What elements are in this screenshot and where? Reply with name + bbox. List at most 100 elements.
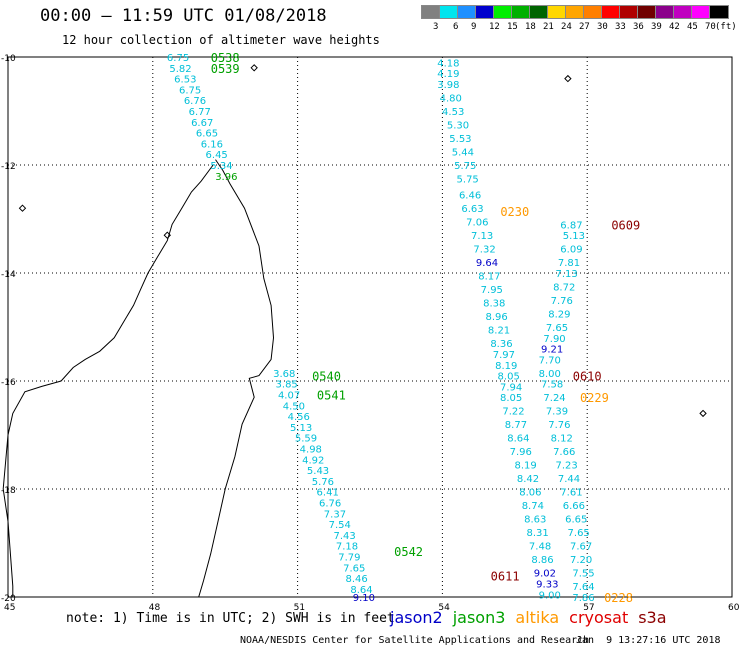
pass-time-label: 0609 [611, 218, 640, 232]
map-frame [7, 56, 733, 598]
wave-height-value: 9.02 [534, 569, 556, 580]
wave-height-value: 7.13 [555, 269, 577, 280]
scale-swatch [709, 5, 729, 19]
madagascar-west-coast [2, 164, 214, 597]
wave-height-value: 6.09 [560, 245, 582, 256]
wave-height-value: 5.53 [449, 134, 471, 145]
scale-label: 30 [597, 22, 608, 32]
wave-height-value: 8.64 [350, 585, 372, 596]
wave-height-value: 5.34 [210, 161, 232, 172]
wave-height-value: 8.19 [495, 361, 517, 372]
wave-height-value: 7.86 [572, 593, 594, 604]
wave-height-value: 5.13 [563, 231, 585, 242]
scale-label: 21 [543, 22, 554, 32]
wave-height-value: 4.50 [283, 401, 305, 412]
wave-height-value: 4.98 [300, 445, 322, 456]
scale-unit-label: (ft) [715, 22, 737, 32]
wave-height-value: 7.61 [560, 488, 582, 499]
wave-height-value: 4.53 [442, 107, 464, 118]
scale-label: 9 [471, 22, 477, 32]
legend-item-s3a: s3a [638, 608, 667, 627]
lon-tick-label: 51 [294, 603, 305, 613]
satellite-legend: jason2 jason3 altika cryosat s3a [390, 608, 677, 627]
wave-height-value: 7.20 [570, 555, 592, 566]
wave-height-value: 7.55 [572, 569, 594, 580]
wave-height-value: 6.53 [174, 75, 196, 86]
wave-height-value: 4.92 [302, 455, 324, 466]
wave-height-value: 7.23 [555, 461, 577, 472]
wave-height-value: 6.65 [565, 515, 587, 526]
generated-timestamp: Jan 9 13:27:16 UTC 2018 [576, 635, 721, 646]
wave-height-value: 7.97 [493, 350, 515, 361]
wave-height-value: 5.43 [307, 466, 329, 477]
pass-time-label: 0542 [394, 545, 423, 559]
wave-height-value: 6.66 [563, 501, 585, 512]
wave-height-value: 5.82 [169, 64, 191, 75]
wave-height-value: 7.95 [481, 285, 503, 296]
wave-height-value: 8.42 [517, 474, 539, 485]
wave-height-value: 8.21 [488, 326, 510, 337]
footer-credit: NOAA/NESDIS Center for Satellite Applica… [240, 635, 590, 646]
wave-height-value: 7.13 [471, 231, 493, 242]
wave-height-value: 8.05 [498, 372, 520, 383]
wave-height-value: 5.13 [290, 423, 312, 434]
wave-height-value: 8.29 [548, 310, 570, 321]
island-outline [699, 409, 707, 418]
pass-time-label: 0610 [573, 370, 602, 384]
wave-height-value: 6.16 [201, 139, 223, 150]
scale-label: 18 [525, 22, 536, 32]
scale-label: 45 [687, 22, 698, 32]
wave-height-value: 5.75 [454, 161, 476, 172]
wave-height-value: 7.79 [338, 553, 360, 564]
wave-height-value: 6.63 [461, 204, 483, 215]
scale-label: 24 [561, 22, 572, 32]
wave-height-value: 5.30 [447, 121, 469, 132]
wave-height-value: 5.75 [457, 175, 479, 186]
wave-height-value: 8.36 [490, 339, 512, 350]
madagascar-east-coast [198, 159, 275, 598]
wave-height-value: 8.31 [527, 528, 549, 539]
island-outline [250, 64, 258, 72]
wave-height-value: 4.80 [440, 94, 462, 105]
lon-tick-label: 60 [728, 603, 740, 613]
wave-height-value: 8.46 [346, 574, 368, 585]
wave-height-value: 3.98 [437, 80, 459, 91]
wave-height-value: 3.68 [273, 369, 295, 380]
wave-height-value: 3.85 [276, 380, 298, 391]
wave-height-value: 8.19 [514, 461, 536, 472]
wave-height-value: 6.67 [191, 118, 213, 129]
wave-height-value: 7.18 [336, 542, 358, 553]
scale-label: 12 [489, 22, 500, 32]
wave-height-value: 4.18 [437, 58, 459, 69]
wave-height-value: 7.94 [500, 382, 522, 393]
scale-label: 27 [579, 22, 590, 32]
scale-label: 39 [651, 22, 662, 32]
wave-height-value: 7.64 [572, 582, 594, 593]
wave-height-value: 5.44 [452, 148, 474, 159]
wave-height-value: 7.90 [543, 334, 565, 345]
wave-height-value: 6.75 [179, 85, 201, 96]
wave-height-value: 7.76 [551, 296, 573, 307]
island-outline [18, 204, 27, 212]
wave-height-value: 8.38 [483, 299, 505, 310]
wave-height-value: 7.65 [546, 323, 568, 334]
wave-height-value: 5.76 [312, 477, 334, 488]
wave-height-value: 7.65 [343, 563, 365, 574]
wave-height-value: 6.46 [459, 191, 481, 202]
wave-height-value: 6.75 [167, 53, 189, 64]
lat-tick-label: -16 [1, 378, 16, 388]
wave-height-value: 7.32 [473, 245, 495, 256]
wave-height-value: 6.76 [319, 499, 341, 510]
wave-height-value: 7.24 [543, 393, 565, 404]
lat-tick-label: -12 [1, 162, 16, 172]
wave-height-value: 4.07 [278, 391, 300, 402]
pass-time-label: 0541 [317, 389, 346, 403]
wave-height-value: 4.56 [288, 412, 310, 423]
wave-height-value: 8.74 [522, 501, 544, 512]
scale-label: 36 [633, 22, 644, 32]
lat-tick-label: -18 [1, 486, 16, 496]
wave-height-value: 8.86 [531, 555, 553, 566]
wave-height-value: 8.77 [505, 420, 527, 431]
wave-height-value: 7.76 [548, 420, 570, 431]
